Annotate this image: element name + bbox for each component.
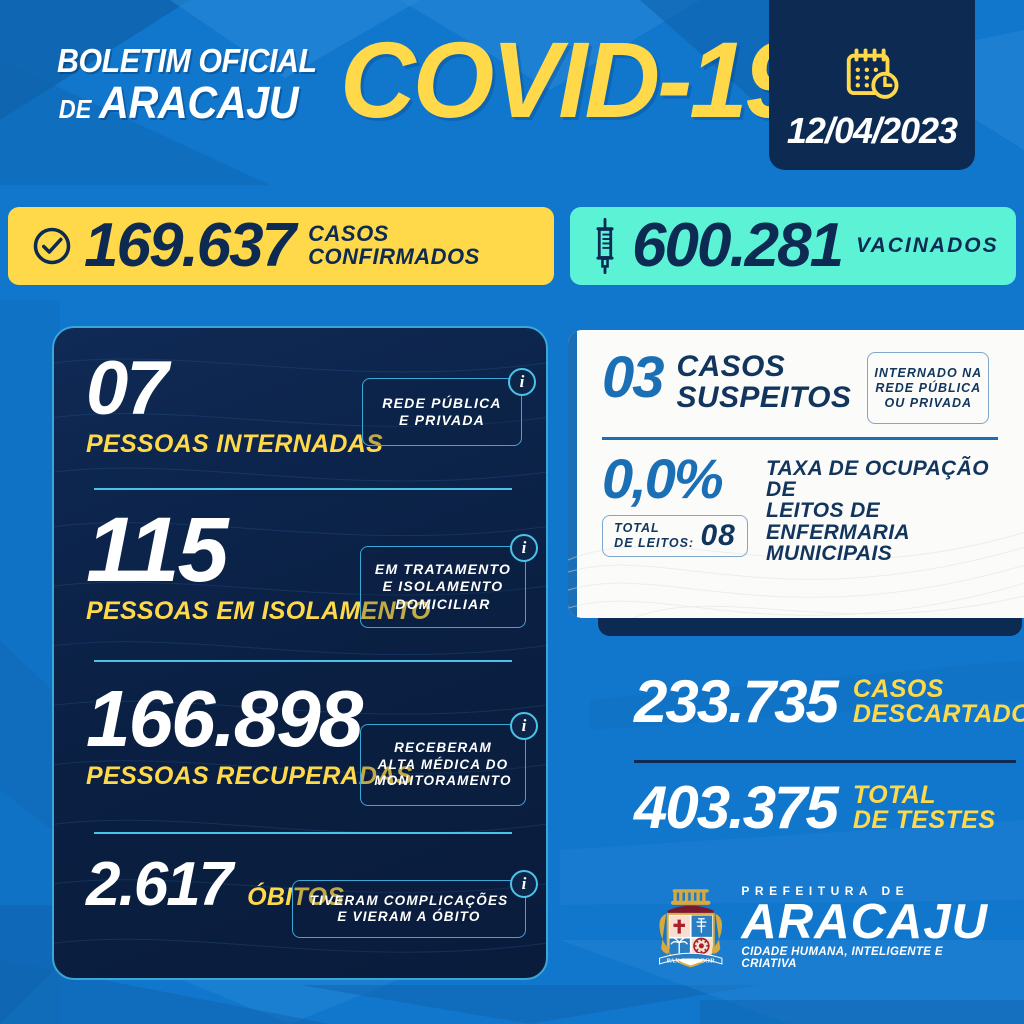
- panel-divider-2: [94, 660, 512, 662]
- info-icon-recovered[interactable]: i: [510, 712, 538, 740]
- city-name: ARACAJU: [741, 894, 988, 949]
- left-statistics-panel: 07 PESSOAS INTERNADAS REDE PÚBLICA E PRI…: [52, 326, 548, 980]
- recovered-callout: RECEBERAM ALTA MÉDICA DO MONITORAMENTO: [360, 724, 526, 806]
- total-tests-value: 403.375: [634, 774, 839, 841]
- panel-divider-3: [94, 832, 512, 834]
- total-beds-box: TOTAL DE LEITOS: 08: [602, 514, 748, 557]
- page-title: COVID-19: [340, 19, 803, 140]
- white-card-shadow: [598, 614, 1022, 636]
- discarded-cases-label: CASOS DESCARTADOS: [852, 674, 1024, 728]
- vaccinated-banner: 600.281 VACINADOS: [570, 207, 1016, 285]
- header-title-block: BOLETIM OFICIAL DE ARACAJU: [57, 44, 347, 125]
- deaths-value: 2.617: [86, 850, 233, 919]
- isolation-value: 115: [86, 499, 229, 601]
- vaccinated-value: 600.281: [632, 211, 844, 280]
- isolation-callout: EM TRATAMENTO E ISOLAMENTO DOMICILIAR: [360, 546, 526, 628]
- suspected-label: CASOS SUSPEITOS: [676, 350, 852, 414]
- recovered-label: PESSOAS RECUPERADAS: [86, 761, 413, 790]
- occupancy-rate-value: 0,0%: [602, 446, 724, 510]
- total-beds-label: TOTAL DE LEITOS:: [614, 520, 695, 550]
- stat-isolation: 115 PESSOAS EM ISOLAMENTO: [86, 490, 520, 650]
- suspected-value: 03: [602, 345, 664, 410]
- discarded-cases-stat: 233.735 CASOS DESCARTADOS: [634, 672, 1024, 732]
- info-icon-isolation[interactable]: i: [510, 534, 538, 562]
- report-date: 12/04/2023: [786, 110, 958, 151]
- isolation-label: PESSOAS EM ISOLAMENTO: [86, 596, 431, 625]
- panel-divider-1: [94, 488, 512, 490]
- discarded-cases-value: 233.735: [634, 668, 839, 735]
- confirmed-cases-label: CASOS CONFIRMADOS: [308, 221, 480, 269]
- hospitalized-value: 07: [86, 346, 169, 431]
- header-de: DE: [58, 94, 92, 124]
- confirmed-cases-banner: 169.637 CASOS CONFIRMADOS: [8, 207, 554, 285]
- total-beds-value: 08: [700, 518, 736, 552]
- crest-motto: PAX ET LABOR: [667, 957, 716, 964]
- right-stats-divider: [634, 760, 1016, 763]
- suspected-note: INTERNADO NA REDE PÚBLICA OU PRIVADA: [867, 352, 990, 424]
- info-icon-hospitalized[interactable]: i: [508, 368, 536, 396]
- city-slogan: CIDADE HUMANA, INTELIGENTE E CRIATIVA: [741, 946, 943, 971]
- info-icon-deaths[interactable]: i: [510, 870, 538, 898]
- stat-recovered: 166.898 PESSOAS RECUPERADAS: [86, 662, 520, 824]
- stat-deaths: 2.617 ÓBITOS: [86, 834, 520, 919]
- prefecture-label: PREFEITURA DE: [741, 883, 910, 898]
- header-line-1: BOLETIM OFICIAL: [57, 42, 317, 79]
- hospitalized-label: PESSOAS INTERNADAS: [86, 429, 384, 458]
- card-accent-bar: [568, 330, 577, 618]
- header-line-2: ARACAJU: [99, 77, 299, 128]
- hospitalized-callout: REDE PÚBLICA E PRIVADA: [362, 378, 522, 446]
- vaccinated-label: VACINADOS: [856, 234, 999, 258]
- aracaju-coat-of-arms-icon: PAX ET LABOR: [659, 889, 723, 968]
- panel-wave-texture: [54, 358, 546, 953]
- suspected-and-occupancy-card: 03 CASOS SUSPEITOS INTERNADO NA REDE PÚB…: [568, 330, 1024, 618]
- check-circle-icon: [33, 227, 71, 265]
- card-divider: [602, 437, 998, 440]
- recovered-value: 166.898: [86, 674, 363, 763]
- confirmed-cases-value: 169.637: [84, 211, 296, 280]
- date-badge: 12/04/2023: [769, 0, 975, 170]
- calendar-clock-icon: [846, 48, 899, 99]
- stat-hospitalized: 07 PESSOAS INTERNADAS: [86, 346, 520, 486]
- total-tests-stat: 403.375 TOTAL DE TESTES: [634, 778, 995, 838]
- prefeitura-logo: PAX ET LABOR PREFEITURA DE ARACAJU CIDAD…: [648, 872, 988, 982]
- card-wave-texture: [568, 531, 1024, 618]
- deaths-callout: TIVERAM COMPLICAÇÕES E VIERAM A ÓBITO: [292, 880, 526, 938]
- total-tests-label: TOTAL DE TESTES: [852, 780, 996, 834]
- occupancy-label: TAXA DE OCUPAÇÃO DE LEITOS DE ENFERMARIA…: [766, 456, 990, 566]
- syringe-icon: [596, 218, 614, 274]
- header: BOLETIM OFICIAL DE ARACAJU COVID-19 12/0…: [0, 0, 1024, 180]
